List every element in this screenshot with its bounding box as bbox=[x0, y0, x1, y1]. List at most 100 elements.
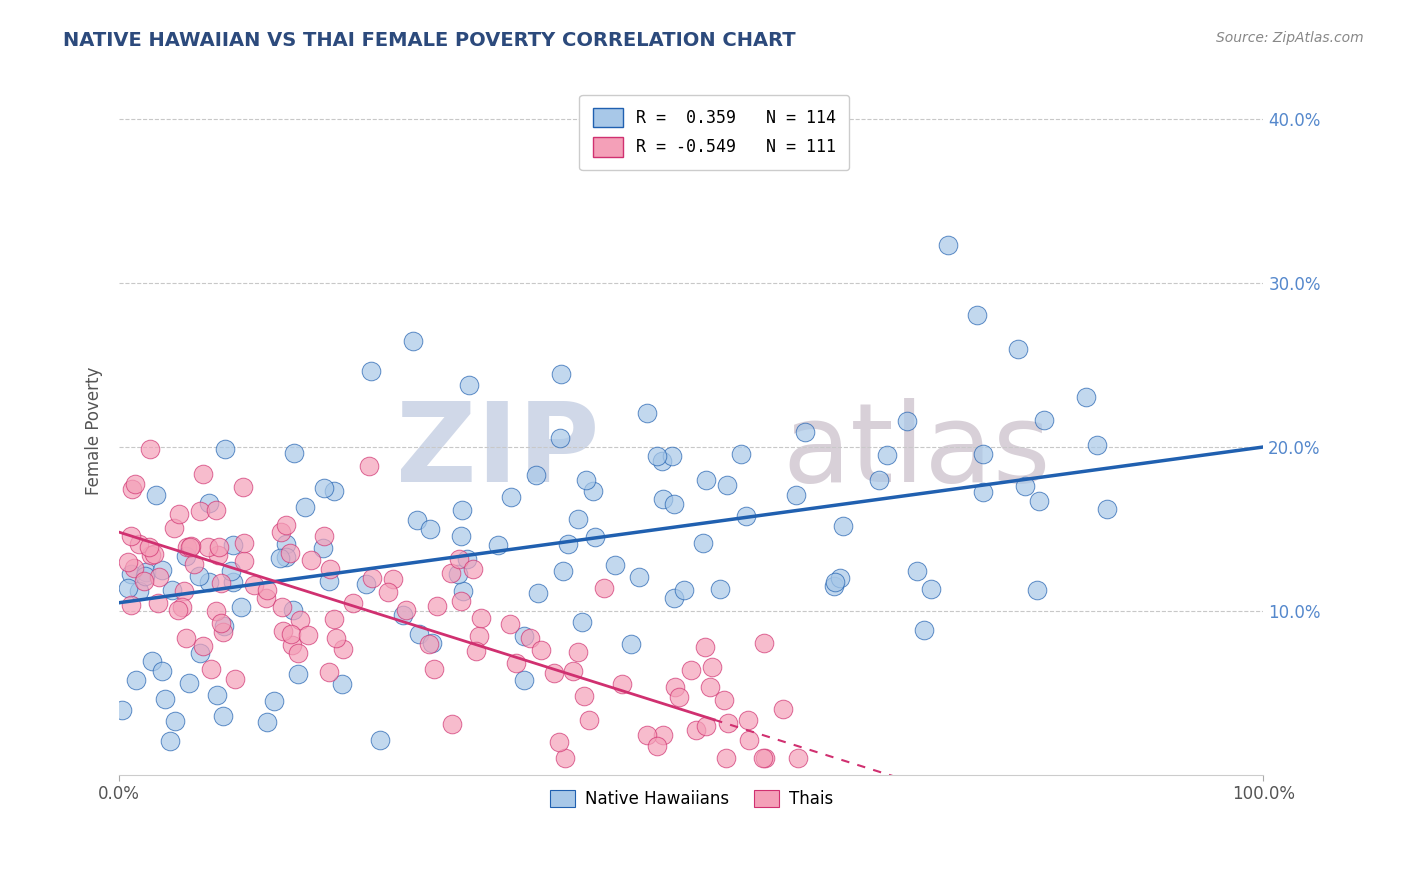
Point bbox=[280, 627, 302, 641]
Point bbox=[450, 593, 472, 607]
Point bbox=[359, 458, 381, 473]
Point bbox=[221, 564, 243, 578]
Point bbox=[325, 631, 347, 645]
Point bbox=[170, 599, 193, 614]
Point bbox=[138, 540, 160, 554]
Point bbox=[120, 529, 142, 543]
Point bbox=[794, 425, 817, 439]
Point bbox=[120, 598, 142, 612]
Point bbox=[208, 540, 231, 554]
Point bbox=[205, 688, 228, 702]
Point bbox=[283, 603, 305, 617]
Point bbox=[402, 334, 425, 348]
Point bbox=[224, 673, 246, 687]
Point bbox=[117, 581, 139, 595]
Point bbox=[229, 600, 252, 615]
Point bbox=[716, 478, 738, 492]
Point bbox=[1033, 413, 1056, 427]
Point bbox=[578, 713, 600, 727]
Point bbox=[166, 603, 188, 617]
Point bbox=[651, 454, 673, 468]
Point bbox=[465, 644, 488, 658]
Point bbox=[174, 632, 197, 646]
Point bbox=[418, 636, 440, 650]
Point bbox=[294, 500, 316, 514]
Point bbox=[233, 554, 256, 568]
Point bbox=[730, 447, 752, 461]
Point bbox=[572, 689, 595, 703]
Point bbox=[141, 655, 163, 669]
Point bbox=[920, 582, 942, 596]
Point bbox=[117, 555, 139, 569]
Point bbox=[451, 584, 474, 599]
Point bbox=[1014, 479, 1036, 493]
Point bbox=[512, 628, 534, 642]
Point bbox=[132, 574, 155, 588]
Point bbox=[1076, 390, 1098, 404]
Point bbox=[332, 642, 354, 657]
Point bbox=[447, 566, 470, 581]
Point bbox=[361, 571, 384, 585]
Point bbox=[188, 646, 211, 660]
Point bbox=[263, 693, 285, 707]
Point bbox=[256, 582, 278, 597]
Point bbox=[155, 692, 177, 706]
Point bbox=[672, 583, 695, 598]
Point bbox=[519, 631, 541, 645]
Point bbox=[450, 528, 472, 542]
Point bbox=[177, 675, 200, 690]
Point bbox=[567, 645, 589, 659]
Point bbox=[243, 578, 266, 592]
Point bbox=[735, 509, 758, 524]
Point bbox=[312, 541, 335, 556]
Point bbox=[233, 536, 256, 550]
Y-axis label: Female Poverty: Female Poverty bbox=[86, 367, 103, 495]
Point bbox=[1095, 501, 1118, 516]
Point bbox=[222, 574, 245, 589]
Point bbox=[468, 629, 491, 643]
Point bbox=[557, 537, 579, 551]
Point bbox=[288, 614, 311, 628]
Point bbox=[458, 378, 481, 392]
Point bbox=[530, 642, 553, 657]
Point bbox=[197, 574, 219, 589]
Point bbox=[440, 566, 463, 580]
Point bbox=[636, 406, 658, 420]
Point bbox=[681, 663, 703, 677]
Point bbox=[751, 751, 773, 765]
Point bbox=[966, 308, 988, 322]
Point bbox=[772, 702, 794, 716]
Point bbox=[188, 569, 211, 583]
Point bbox=[183, 557, 205, 571]
Point bbox=[702, 659, 724, 673]
Point bbox=[505, 656, 527, 670]
Point bbox=[582, 484, 605, 499]
Point bbox=[269, 551, 291, 566]
Point bbox=[342, 596, 364, 610]
Point bbox=[408, 627, 430, 641]
Point bbox=[550, 368, 572, 382]
Point bbox=[936, 237, 959, 252]
Point bbox=[232, 480, 254, 494]
Point bbox=[972, 484, 994, 499]
Point bbox=[652, 728, 675, 742]
Point bbox=[200, 662, 222, 676]
Point bbox=[441, 716, 464, 731]
Point bbox=[662, 591, 685, 605]
Point bbox=[330, 677, 353, 691]
Point bbox=[150, 664, 173, 678]
Point bbox=[122, 561, 145, 575]
Point bbox=[524, 467, 547, 482]
Point bbox=[499, 490, 522, 504]
Point bbox=[205, 503, 228, 517]
Point bbox=[197, 540, 219, 554]
Point bbox=[145, 487, 167, 501]
Point bbox=[422, 662, 444, 676]
Point bbox=[356, 576, 378, 591]
Point bbox=[823, 579, 845, 593]
Point bbox=[603, 558, 626, 572]
Point bbox=[709, 582, 731, 596]
Point bbox=[287, 646, 309, 660]
Point bbox=[312, 529, 335, 543]
Point bbox=[527, 586, 550, 600]
